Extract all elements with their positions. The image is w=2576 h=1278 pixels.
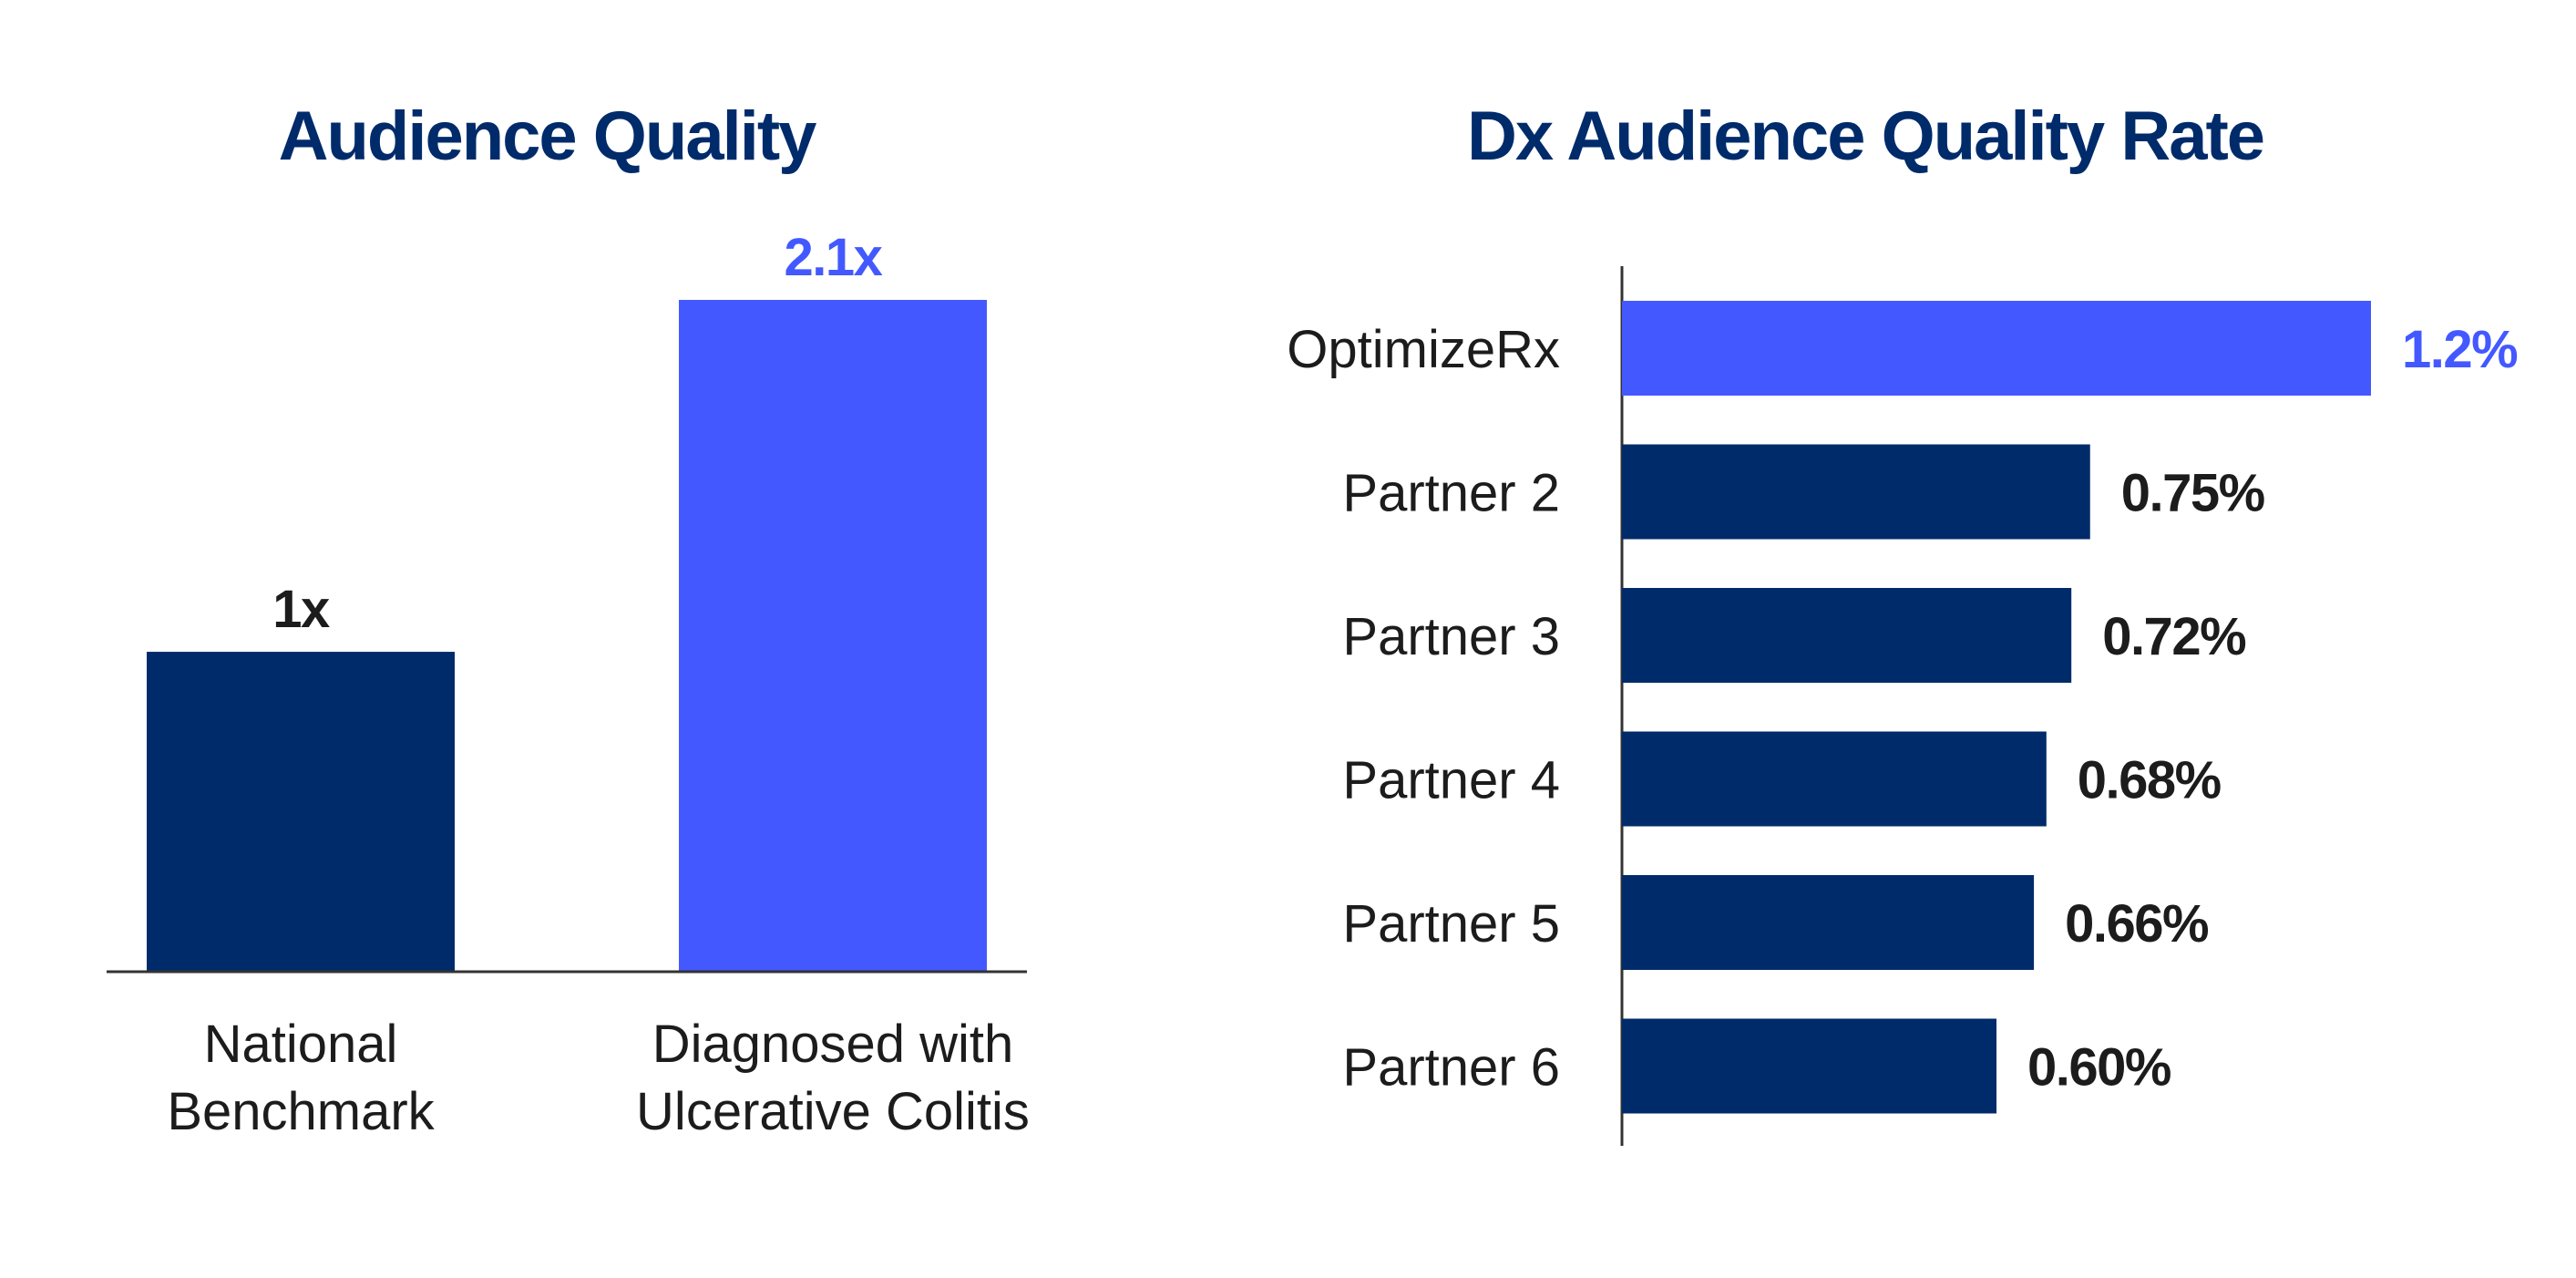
- data-label: 0.68%: [2078, 751, 2222, 810]
- bar: [1622, 731, 2047, 827]
- audience-quality-chart: Audience Quality 1x 2.1x National Benchmar…: [107, 98, 1030, 1141]
- data-label: 2.1x: [785, 228, 883, 287]
- chart-title: Dx Audience Quality Rate: [1467, 98, 2263, 175]
- data-label: 1.2%: [2402, 320, 2518, 379]
- chart-title: Audience Quality: [279, 98, 817, 175]
- category-label: National: [204, 1015, 398, 1074]
- bar-group: 1x 2.1x: [147, 228, 987, 972]
- data-label: 1x: [272, 580, 330, 639]
- data-label: 0.75%: [2121, 464, 2265, 523]
- bar: [679, 300, 987, 972]
- bar: [1622, 588, 2072, 683]
- category-label: Partner 3: [1342, 607, 1560, 666]
- category-label: Benchmark: [167, 1082, 435, 1141]
- category-label: OptimizeRx: [1287, 320, 1560, 379]
- category-label: Partner 2: [1342, 464, 1560, 523]
- data-label: 0.66%: [2065, 894, 2209, 953]
- data-label: 0.72%: [2102, 607, 2246, 666]
- bar-group: OptimizeRx 1.2% Partner 2 0.75% Partner 3 0.7…: [1287, 301, 2520, 1114]
- bar: [1622, 1018, 1996, 1114]
- data-label: 0.60%: [2027, 1038, 2171, 1098]
- category-label: Ulcerative Colitis: [636, 1082, 1030, 1141]
- category-label: Diagnosed with: [652, 1015, 1014, 1074]
- bar: [147, 652, 455, 972]
- category-label: Partner 4: [1342, 751, 1560, 810]
- category-labels: National Benchmark Diagnosed with Ulcerativ…: [167, 1015, 1030, 1141]
- category-label: Partner 5: [1342, 894, 1560, 953]
- bar: [1622, 875, 2035, 970]
- dx-audience-quality-rate-chart: Dx Audience Quality Rate OptimizeRx 1.2% P…: [1287, 98, 2520, 1146]
- bar: [1622, 301, 2371, 396]
- category-label: Partner 6: [1342, 1038, 1560, 1098]
- bar: [1622, 444, 2090, 540]
